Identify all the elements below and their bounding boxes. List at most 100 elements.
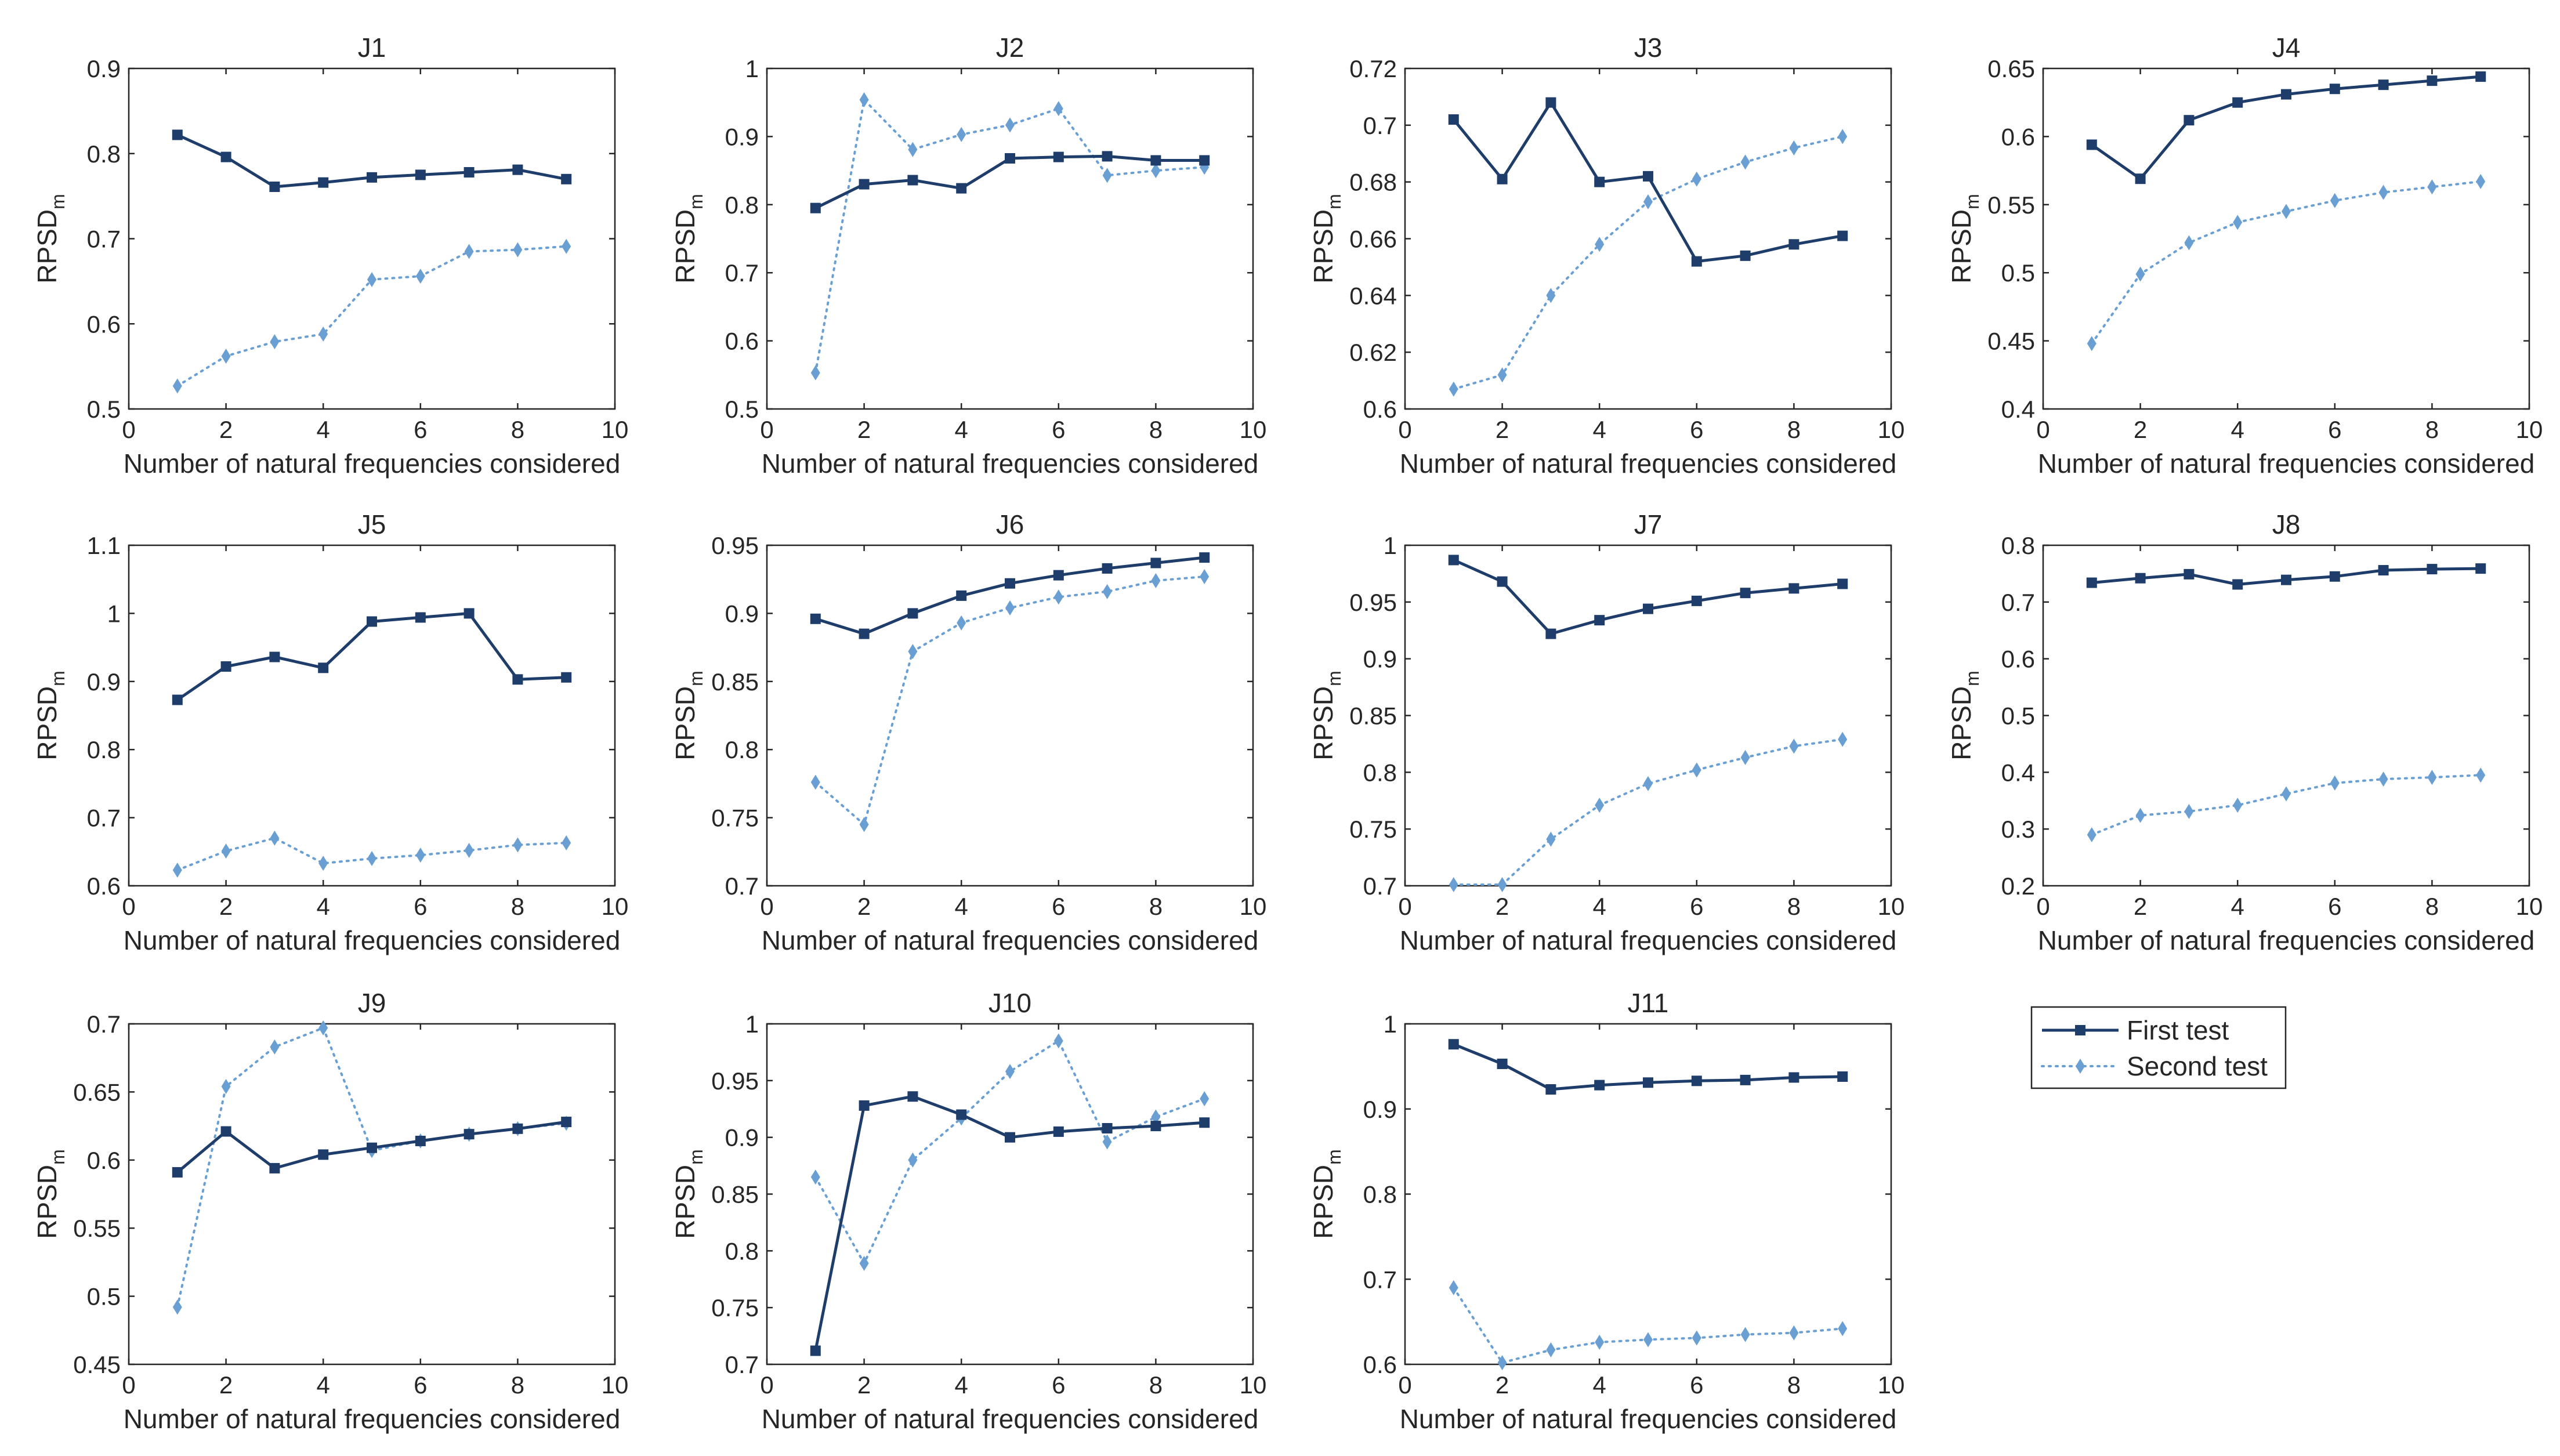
y-tick-label: 0.65	[1987, 55, 2035, 82]
y-tick-label: 0.66	[1349, 226, 1397, 253]
y-tick-label: 0.64	[1349, 282, 1397, 309]
first-test-point	[1053, 151, 1064, 162]
y-tick-label: 0.75	[1349, 816, 1397, 843]
x-tick-label: 0	[760, 1371, 773, 1399]
legend-marker-diamond	[2076, 1059, 2085, 1074]
first-test-point	[1102, 563, 1113, 574]
first-test-point	[1594, 615, 1605, 626]
first-test-point	[1740, 1074, 1751, 1085]
second-test-point	[1102, 1134, 1112, 1150]
y-tick-label: 0.6	[1363, 396, 1397, 423]
first-test-point	[1150, 557, 1161, 568]
second-test-point	[1789, 1325, 1799, 1341]
y-axis-label: RPSDm	[670, 1149, 707, 1238]
second-test-point	[2135, 266, 2145, 282]
x-tick-label: 6	[414, 893, 427, 920]
first-test-point	[512, 674, 523, 685]
second-test-point	[1692, 171, 1701, 187]
second-test-point	[908, 1152, 918, 1168]
y-tick-label: 1	[745, 55, 759, 82]
second-test-point	[1595, 1334, 1605, 1350]
y-tick-label: 0.7	[87, 805, 121, 832]
y-tick-label: 0.72	[1349, 55, 1397, 82]
second-test-point	[2233, 215, 2243, 230]
first-test-point	[318, 1149, 329, 1160]
plot-area	[2042, 67, 2530, 410]
y-tick-label: 0.7	[1363, 112, 1397, 139]
y-tick-label: 0.75	[711, 805, 759, 832]
second-test-point	[1102, 168, 1112, 183]
x-tick-label: 0	[1398, 416, 1411, 443]
plot-area	[128, 1023, 616, 1366]
y-tick-label: 0.9	[1363, 646, 1397, 673]
first-test-point	[2086, 577, 2097, 588]
first-test-point	[859, 179, 870, 190]
first-test-point	[907, 175, 918, 186]
second-test-point	[1643, 194, 1653, 209]
x-tick-label: 2	[1496, 1371, 1509, 1399]
second-test-point	[221, 1079, 231, 1095]
chart-title: J1	[358, 32, 386, 63]
second-test-point	[2087, 336, 2096, 352]
x-tick-label: 8	[2425, 416, 2439, 443]
y-tick-label: 0.9	[725, 600, 759, 627]
y-tick-label: 0.85	[711, 668, 759, 696]
first-test-point	[2135, 173, 2146, 184]
first-test-point	[2329, 84, 2340, 95]
second-test-point	[1546, 288, 1556, 303]
x-tick-label: 2	[1496, 416, 1509, 443]
second-test-point	[221, 349, 231, 364]
first-test-point	[220, 151, 231, 162]
first-test-point	[269, 651, 280, 662]
second-test-point	[1789, 140, 1799, 155]
second-test-point	[172, 378, 182, 394]
x-tick-label: 4	[1593, 1371, 1606, 1399]
x-tick-label: 2	[857, 1371, 871, 1399]
second-test-point	[270, 1039, 280, 1055]
chart-title: J4	[2272, 32, 2301, 63]
x-tick-label: 6	[414, 416, 427, 443]
second-test-point	[2135, 807, 2145, 823]
y-tick-label: 0.85	[1349, 702, 1397, 730]
second-test-point	[2087, 827, 2096, 842]
plot-area	[128, 67, 616, 410]
first-test-point	[1053, 1126, 1064, 1137]
second-test-point	[1449, 877, 1458, 893]
second-test-point	[2282, 204, 2291, 219]
x-tick-label: 6	[1052, 893, 1065, 920]
panel-j11: 0 2 4 6 8 10 0.6 0.7 0.8 0.9 1 J11 Number of natural…	[1308, 988, 1904, 1434]
first-test-point	[2184, 568, 2195, 579]
first-test-point	[1691, 256, 1702, 267]
x-tick-label: 2	[2134, 416, 2147, 443]
first-test-point	[2232, 579, 2243, 590]
y-tick-label: 0.7	[1363, 1266, 1397, 1293]
x-tick-label: 8	[511, 893, 524, 920]
first-test-point	[1545, 628, 1556, 639]
second-test-point	[1740, 154, 1750, 170]
x-axis-label: Number of natural frequencies considered	[762, 1404, 1259, 1434]
first-test-point	[172, 694, 183, 705]
x-tick-label: 0	[122, 893, 135, 920]
chart-title: J7	[1634, 509, 1663, 539]
x-tick-label: 0	[760, 416, 773, 443]
first-test-point	[2329, 571, 2340, 582]
plot-area	[1404, 1023, 1892, 1366]
first-test-point	[2086, 139, 2097, 150]
y-tick-label: 0.85	[711, 1181, 759, 1208]
y-tick-label: 0.7	[87, 1010, 121, 1038]
first-test-point	[2378, 79, 2389, 90]
first-test-point	[1448, 114, 1459, 125]
first-test-point	[464, 167, 475, 178]
first-test-point	[1643, 171, 1653, 182]
second-test-point	[1151, 163, 1161, 179]
second-test-point	[464, 244, 474, 259]
x-tick-label: 10	[1878, 893, 1905, 920]
first-test-point	[810, 202, 821, 213]
second-test-point	[172, 862, 182, 878]
first-test-point	[1545, 97, 1556, 108]
x-tick-label: 4	[1593, 416, 1606, 443]
x-tick-label: 10	[602, 1371, 629, 1399]
series-line-second-test	[2090, 774, 2482, 836]
y-tick-label: 1	[107, 600, 121, 627]
